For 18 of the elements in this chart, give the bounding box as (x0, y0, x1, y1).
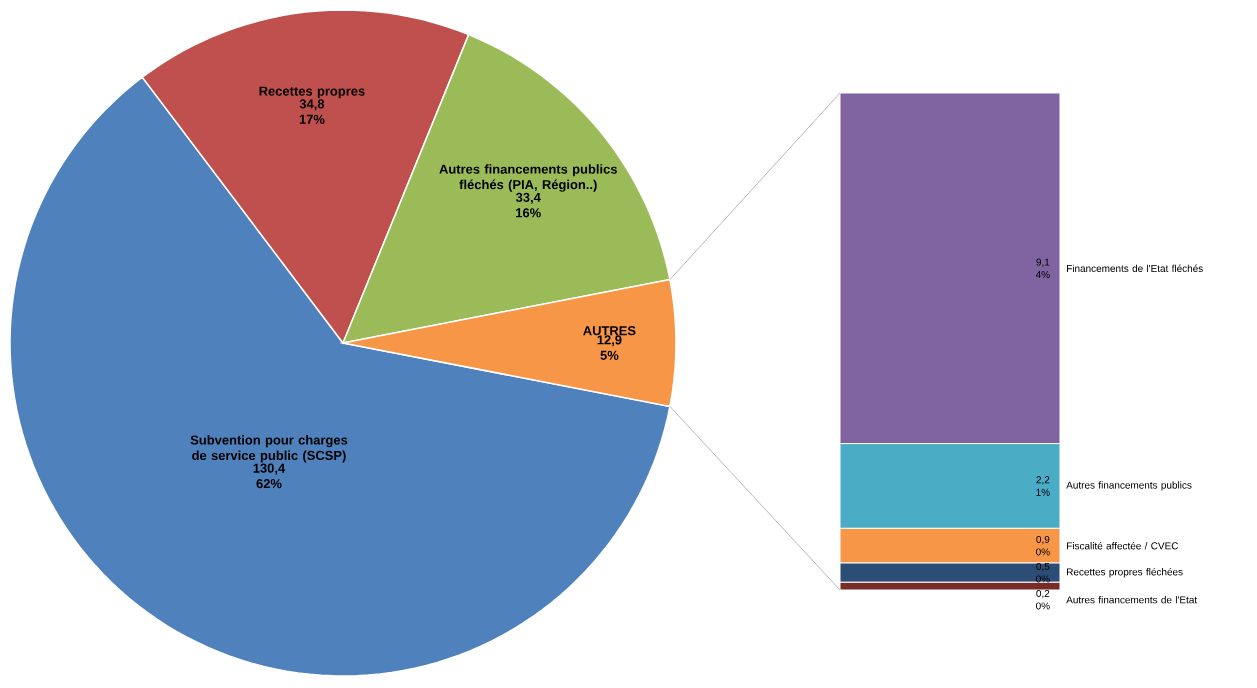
series-label: Recettes propres fléchées (1067, 567, 1183, 578)
series-label: Autres financements de l'Etat (1066, 596, 1198, 604)
data-label: 2,2 1% (1036, 476, 1050, 496)
slice-label: Subvention pour charges de service public (SCSP) (190, 435, 348, 463)
data-label: 33,4 16% (515, 192, 541, 218)
data-label: 130,4 62% (253, 463, 286, 489)
slice-label: Recettes propres (259, 86, 365, 99)
slice-label: AUTRES (583, 326, 636, 336)
data-label: 34,8 17% (299, 99, 325, 124)
data-label: 0,2 0% (1036, 589, 1050, 610)
data-label: 0,5 0% (1036, 562, 1050, 583)
data-label: 12,9 5% (597, 335, 622, 360)
slice-label: Autres financements publics fléchés (PIA, Région..) (439, 164, 617, 192)
series-label: Fiscalité affectée / CVEC (1067, 541, 1179, 550)
data-label: 9,1 4% (1035, 258, 1050, 279)
series-label: Autres financements publics (1066, 481, 1192, 491)
data-label: 0,9 0% (1036, 535, 1050, 556)
series-label: Financements de l'Etat fléchés (1067, 264, 1203, 273)
